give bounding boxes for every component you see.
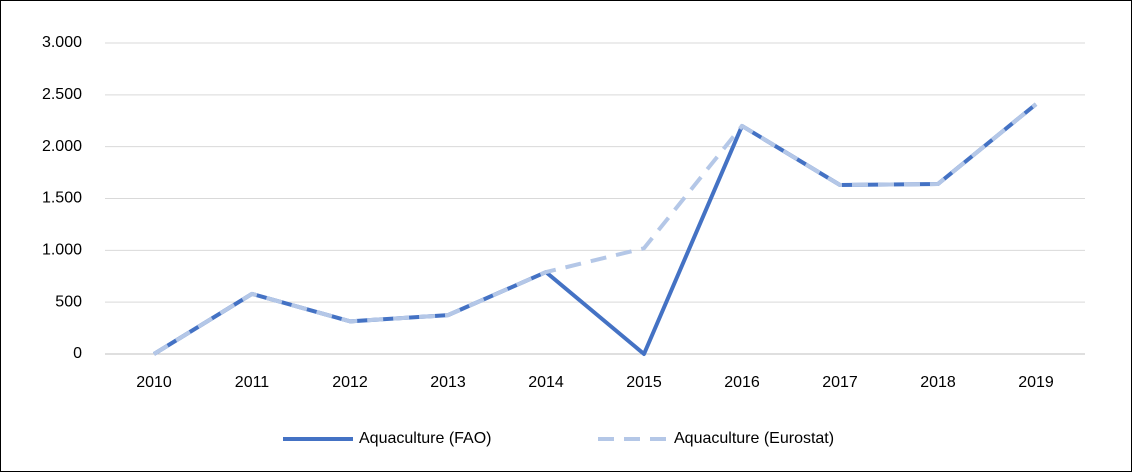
y-tick-label: 2.000 xyxy=(42,138,82,155)
y-tick-label: 0 xyxy=(73,345,82,362)
legend-label: Aquaculture (FAO) xyxy=(359,430,492,447)
x-tick-label: 2012 xyxy=(332,374,368,391)
legend-label: Aquaculture (Eurostat) xyxy=(674,430,834,447)
x-tick-label: 2019 xyxy=(1018,374,1054,391)
x-tick-label: 2015 xyxy=(626,374,662,391)
x-tick-label: 2010 xyxy=(136,374,172,391)
y-tick-label: 2.500 xyxy=(42,86,82,103)
y-tick-label: 500 xyxy=(55,293,82,310)
y-tick-label: 1.000 xyxy=(42,242,82,259)
x-tick-label: 2013 xyxy=(430,374,466,391)
x-tick-label: 2017 xyxy=(822,374,858,391)
x-tick-label: 2018 xyxy=(920,374,956,391)
x-tick-label: 2011 xyxy=(235,374,270,391)
x-tick-label: 2014 xyxy=(528,374,564,391)
x-tick-label: 2016 xyxy=(724,374,760,391)
series-line xyxy=(152,102,1038,356)
y-tick-label: 1.500 xyxy=(42,190,82,207)
y-tick-label: 3.000 xyxy=(42,34,82,51)
